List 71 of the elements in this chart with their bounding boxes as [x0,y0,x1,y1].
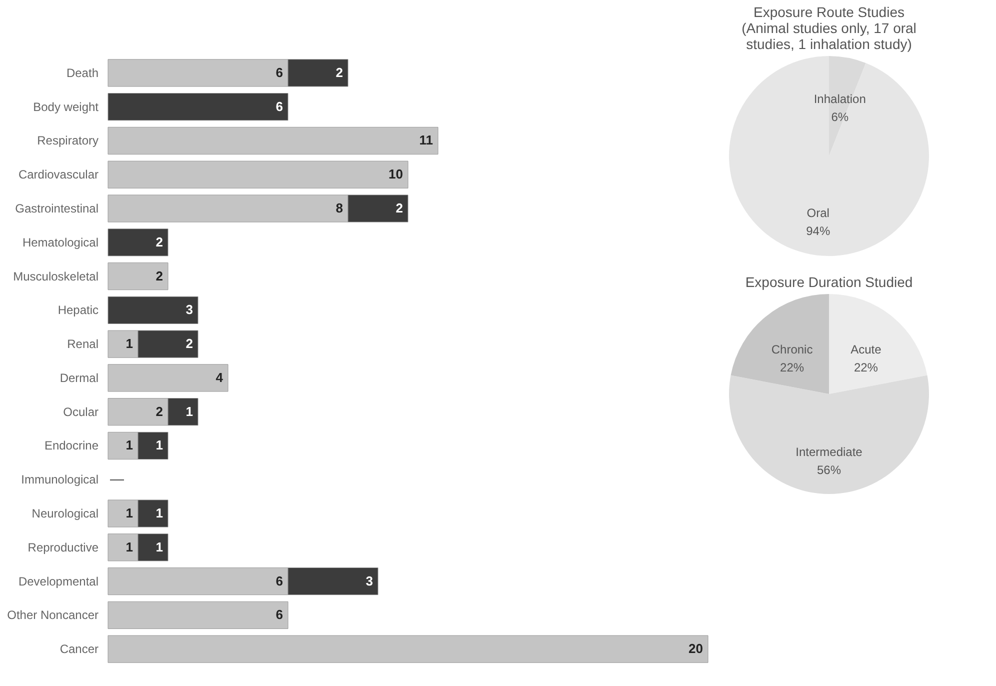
slice-label: Chronic [771,342,813,356]
bar [108,160,408,188]
y-tick-label: Body weight [33,100,100,114]
data-label: 8 [336,200,343,216]
data-label: 3 [366,573,373,588]
y-tick-label: Neurological [32,506,98,520]
data-label: 2 [336,64,343,80]
y-tick-label: Reproductive [28,540,99,554]
bar [108,601,288,629]
slice-label: Inhalation [814,92,866,106]
y-tick-label: Renal [67,337,98,352]
data-label: 22% [854,360,878,374]
data-label: 1 [126,336,133,352]
bar [108,635,708,663]
bar [108,262,168,290]
data-label: 3 [186,302,193,318]
slice-label: Intermediate [796,445,863,459]
data-label: 2 [186,336,193,352]
data-label: 56% [816,463,842,477]
data-label: 6 [276,98,283,114]
annotation: — [110,470,124,487]
data-label: 10 [388,166,403,182]
bar [108,93,288,121]
y-tick-label: Respiratory [37,134,98,148]
data-label: 2 [156,268,163,284]
y-tick-label: Gastrointestinal [15,202,98,216]
data-label: 22% [780,360,804,374]
y-tick-label: Cardiovascular [18,168,98,182]
y-tick-label: Cancer [60,642,98,656]
data-label: 6% [831,110,849,124]
data-label: 6 [276,64,283,80]
data-label: 1 [126,539,133,554]
slice-label: Acute [850,342,882,356]
pie-slice [730,294,829,394]
y-tick-label: Musculoskeletal [13,269,98,284]
data-label: 6 [276,607,283,622]
y-tick-label: Ocular [63,404,99,419]
data-label: 1 [186,404,193,419]
data-label: 1 [126,438,133,453]
data-label: 2 [156,234,163,250]
data-label: 1 [156,438,163,453]
y-tick-label: Death [66,66,98,80]
data-label: 6 [276,573,283,588]
y-tick-label: Hematological [22,235,98,250]
bar [108,228,168,256]
data-label: 2 [396,200,403,216]
pie-slice [729,56,929,256]
y-tick-label: Dermal [60,370,98,385]
bar [108,126,438,155]
pie-slice [729,375,929,494]
y-tick-label: Hepatic [58,303,98,318]
y-tick-label: Other Noncancer [7,608,98,622]
y-tick-label: Immunological [21,472,98,487]
data-label: 1 [156,539,163,554]
bar [108,364,228,392]
data-label: 20 [688,641,703,656]
bar [108,296,198,324]
text: Exposure Route Studies [754,4,904,20]
data-label: 94% [806,224,830,238]
pie-slice [829,294,928,394]
data-label: 1 [126,506,133,520]
text: studies, 1 inhalation study) [746,36,912,52]
slice-label: Oral [806,206,830,220]
y-tick-label: Developmental [18,574,98,588]
y-tick-label: Endocrine [44,438,99,453]
data-label: 1 [156,506,163,520]
text: (Animal studies only, 17 oral [742,20,916,36]
chart-title: Exposure Duration Studied [745,274,913,290]
data-label: 2 [156,404,163,419]
data-label: 11 [419,132,433,148]
data-label: 4 [216,370,224,385]
